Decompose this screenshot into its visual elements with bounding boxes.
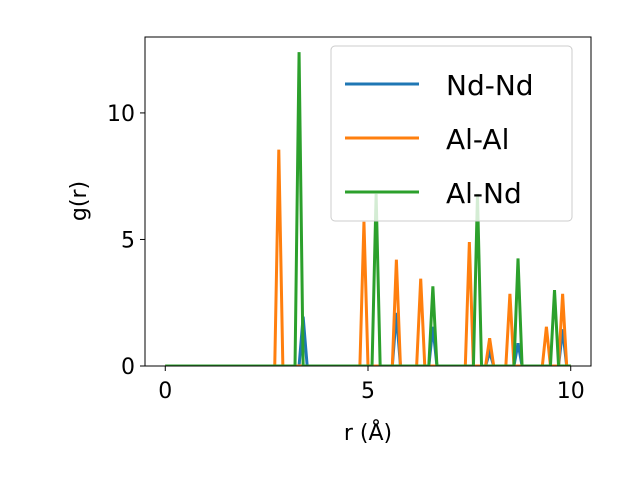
series-line-al-al xyxy=(165,149,571,366)
legend-label-nd-nd: Nd-Nd xyxy=(446,69,534,102)
legend-frame xyxy=(330,45,573,222)
y-tick-label: 0 xyxy=(121,355,135,380)
legend: Nd-Nd Al-Al Al-Nd xyxy=(330,45,573,222)
x-tick-label: 5 xyxy=(361,379,375,404)
legend-label-al-nd: Al-Nd xyxy=(446,177,522,210)
y-tick-label: 10 xyxy=(107,102,135,127)
legend-label-al-al: Al-Al xyxy=(446,123,509,156)
y-axis: 0 5 10 xyxy=(107,102,145,380)
y-tick-label: 5 xyxy=(121,228,135,253)
x-axis: 0 5 10 xyxy=(158,366,585,404)
y-axis-label: g(r) xyxy=(67,181,92,221)
x-tick-label: 0 xyxy=(158,379,172,404)
x-tick-label: 10 xyxy=(557,379,585,404)
x-axis-label: r (Å) xyxy=(344,419,392,446)
series-layer xyxy=(165,52,571,366)
